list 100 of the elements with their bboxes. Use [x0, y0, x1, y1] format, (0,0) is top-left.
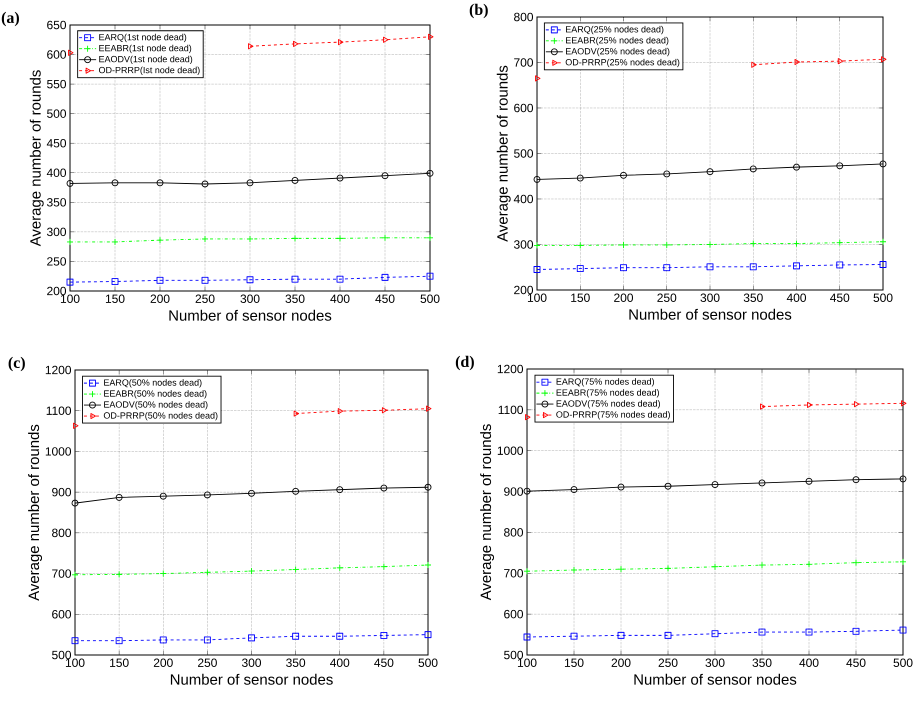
point — [524, 488, 530, 495]
point — [880, 238, 886, 246]
point — [156, 276, 164, 284]
x-tick-label: 200 — [150, 294, 170, 303]
x-tick-label: 300 — [242, 658, 262, 667]
point — [751, 62, 757, 68]
point — [664, 632, 672, 639]
point — [750, 166, 757, 172]
y-tick-label: 450 — [46, 138, 66, 148]
point — [382, 172, 388, 180]
point — [620, 264, 627, 272]
x-tick-label: 350 — [285, 294, 305, 303]
y-tick-label: 400 — [514, 194, 534, 204]
x-tick-label: 100 — [66, 658, 85, 667]
point — [760, 404, 766, 410]
y-tick-label: 550 — [47, 80, 66, 88]
legend-label: OD-PRRP(50% nodes dead) — [104, 412, 218, 420]
point — [336, 486, 344, 494]
point — [72, 571, 78, 578]
x-tick-label: 250 — [198, 658, 217, 667]
point — [68, 50, 74, 56]
y-tick-label: 500 — [52, 650, 72, 660]
legend-label: EAODV(1st node dead) — [99, 56, 192, 64]
point — [706, 263, 714, 270]
y-tick-label: 200 — [47, 286, 66, 296]
point — [854, 401, 860, 408]
point — [380, 484, 388, 492]
point — [807, 402, 812, 408]
legend-label: OD-PRRP(Ist node dead) — [98, 66, 200, 76]
point — [576, 174, 584, 182]
point — [706, 168, 714, 176]
point — [758, 628, 766, 636]
legend-label: EARQ(25% nodes dead) — [566, 26, 664, 34]
x-tick-label: 500 — [894, 658, 913, 667]
point — [380, 632, 388, 639]
point — [900, 558, 906, 566]
y-axis-title: Average number of rounds — [496, 66, 511, 242]
y-tick-label: 250 — [47, 257, 66, 266]
point — [836, 162, 844, 170]
x-tick-label: 100 — [518, 658, 537, 667]
legend-label: EAODV(25% nodes dead) — [566, 48, 670, 56]
point — [72, 637, 78, 644]
point — [663, 264, 670, 272]
y-tick-label: 700 — [52, 569, 72, 578]
point — [664, 564, 672, 572]
x-tick-label: 300 — [240, 294, 260, 303]
y-tick-label: 300 — [46, 228, 66, 236]
point — [620, 172, 627, 179]
y-tick-label: 200 — [514, 286, 534, 294]
point — [793, 262, 800, 270]
point — [338, 39, 344, 46]
point — [382, 274, 388, 281]
point — [535, 75, 540, 82]
x-axis-title: Number of sensor nodes — [634, 674, 796, 685]
point — [336, 276, 344, 283]
y-tick-label: 600 — [514, 104, 534, 112]
point — [426, 406, 432, 412]
point — [204, 636, 211, 644]
point — [248, 43, 254, 50]
point — [852, 559, 860, 566]
point — [901, 400, 906, 406]
point — [618, 566, 624, 573]
x-tick-label: 200 — [614, 294, 634, 302]
point — [852, 628, 860, 635]
point — [758, 562, 766, 569]
point — [525, 414, 530, 420]
x-tick-label: 250 — [657, 294, 676, 302]
y-tick-label: 650 — [47, 20, 66, 30]
y-tick-label: 700 — [504, 569, 524, 578]
point — [293, 40, 298, 47]
x-tick-label: 100 — [528, 294, 547, 302]
point — [116, 637, 123, 644]
point — [880, 160, 886, 168]
y-axis-title: Average number of rounds — [30, 70, 44, 246]
point — [336, 564, 344, 572]
point — [160, 570, 167, 578]
point — [383, 36, 388, 43]
point — [292, 234, 298, 242]
y-tick-label: 1000 — [46, 447, 72, 456]
point — [292, 566, 300, 573]
y-tick-label: 1100 — [498, 406, 524, 414]
x-axis-title: Number of sensor nodes — [629, 308, 792, 320]
point — [793, 164, 800, 171]
point — [156, 179, 164, 186]
y-tick-label: 600 — [52, 610, 72, 618]
point — [618, 632, 624, 639]
chart-title: (a) — [2, 12, 19, 26]
point — [156, 236, 164, 244]
point — [836, 262, 844, 268]
point — [292, 176, 298, 184]
point — [202, 180, 208, 188]
x-axis-title: Number of sensor nodes — [170, 674, 333, 685]
point — [750, 240, 757, 248]
x-tick-label: 450 — [846, 658, 866, 667]
legend-label: EEABR(1st node dead) — [99, 44, 192, 54]
point — [426, 234, 434, 242]
legend-label: EARQ(75% nodes dead) — [556, 378, 654, 387]
point — [292, 276, 298, 283]
point — [72, 500, 78, 507]
point — [880, 261, 886, 268]
